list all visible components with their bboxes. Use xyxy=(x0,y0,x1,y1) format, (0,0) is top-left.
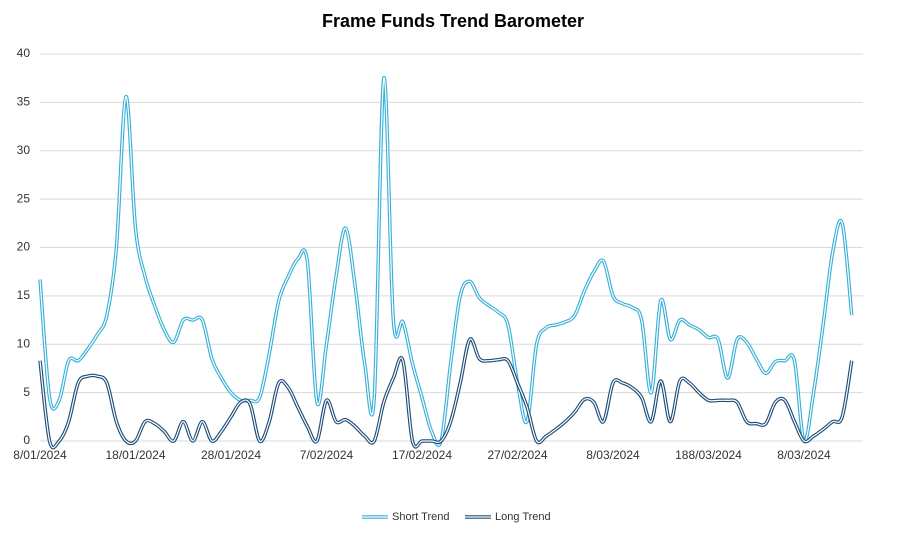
y-tick-label: 15 xyxy=(17,288,31,302)
x-tick-label: 7/02/2024 xyxy=(300,448,354,462)
x-tick-label: 27/02/2024 xyxy=(487,448,547,462)
y-tick-label: 40 xyxy=(17,46,31,60)
y-tick-label: 30 xyxy=(17,143,31,157)
series-line-inner xyxy=(39,338,853,449)
series-line xyxy=(38,76,854,448)
x-tick-label: 8/01/2024 xyxy=(13,448,67,462)
y-tick-label: 20 xyxy=(17,240,31,254)
chart-title: Frame Funds Trend Barometer xyxy=(322,11,584,31)
x-tick-label: 8/03/2024 xyxy=(777,448,831,462)
y-tick-label: 0 xyxy=(23,433,30,447)
series-line-inner xyxy=(39,77,853,446)
legend-label: Long Trend xyxy=(495,511,551,523)
x-tick-label: 8/03/2024 xyxy=(586,448,640,462)
y-tick-label: 25 xyxy=(17,191,31,205)
x-tick-label: 17/02/2024 xyxy=(392,448,452,462)
x-tick-label: 28/01/2024 xyxy=(201,448,261,462)
y-tick-label: 5 xyxy=(23,385,30,399)
x-tick-label: 188/03/2024 xyxy=(675,448,742,462)
legend-label: Short Trend xyxy=(392,511,449,523)
y-tick-label: 35 xyxy=(17,95,31,109)
x-tick-label: 18/01/2024 xyxy=(105,448,165,462)
y-tick-label: 10 xyxy=(17,336,31,350)
